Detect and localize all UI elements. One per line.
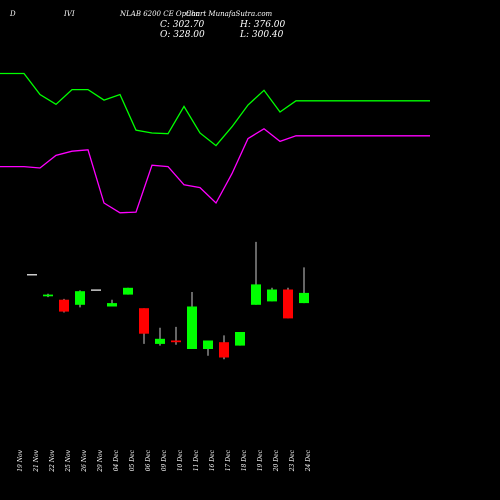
candle-body: [75, 291, 85, 305]
x-tick-label: 17 Dec: [225, 449, 232, 471]
x-tick-label: 05 Dec: [129, 449, 136, 471]
candle: [43, 293, 53, 298]
indicator-line-1: [0, 72, 430, 147]
x-tick-label: 26 Nov: [81, 449, 88, 472]
x-tick-label: 24 Dec: [305, 449, 312, 472]
header-high: H: 376.00: [239, 20, 286, 30]
x-tick-label: 21 Nov: [33, 449, 40, 472]
indicator-lines: [0, 72, 430, 214]
candle: [267, 287, 277, 302]
x-tick-label: 04 Dec: [113, 449, 120, 471]
candle-body: [59, 299, 69, 312]
candle: [75, 290, 85, 308]
candle-body: [299, 292, 309, 304]
candle: [91, 289, 101, 291]
candle-body: [267, 289, 277, 302]
x-tick-label: 25 Nov: [65, 449, 72, 472]
header-instrument: NLAB 6200 CE Option: [119, 10, 200, 18]
candle-body: [43, 294, 53, 297]
candle: [123, 287, 133, 295]
candle: [139, 308, 149, 344]
chart-header: D IVI NLAB 6200 CE Option Chart MunafaSu…: [9, 10, 286, 40]
x-tick-label: 19 Nov: [17, 449, 24, 471]
candle: [171, 326, 181, 345]
candle: [107, 299, 117, 307]
x-tick-label: 09 Dec: [161, 449, 168, 471]
header-site: Chart MunafaSutra.com: [186, 10, 273, 18]
indicator-line-2: [0, 128, 430, 214]
candle-body: [107, 303, 117, 307]
candle-body: [139, 308, 149, 334]
candle: [219, 335, 229, 360]
candle-body: [203, 340, 213, 349]
candle: [251, 241, 261, 305]
candle: [187, 292, 197, 349]
x-tick-label: 22 Nov: [49, 449, 56, 472]
header-low: L: 300.40: [239, 30, 284, 40]
candle: [203, 340, 213, 356]
candle: [27, 274, 37, 276]
candle-body: [155, 338, 165, 344]
header-left-b: IVI: [63, 10, 75, 18]
candle-body: [171, 340, 181, 343]
x-tick-label: 06 Dec: [145, 449, 152, 471]
x-tick-label: 29 Nov: [97, 449, 104, 472]
x-tick-label: 16 Dec: [209, 449, 216, 471]
x-tick-label: 23 Dec: [289, 449, 296, 472]
candle: [235, 332, 245, 346]
x-tick-label: 10 Dec: [177, 449, 184, 471]
x-tick-label: 11 Dec: [193, 449, 200, 471]
candle-body: [219, 342, 229, 358]
candle: [299, 267, 309, 304]
candle-body: [91, 289, 101, 291]
candle-body: [27, 274, 37, 276]
x-tick-label: 20 Dec: [273, 449, 280, 472]
header-close: C: 302.70: [160, 20, 205, 30]
candle-body: [123, 287, 133, 295]
x-axis-labels: 19 Nov 21 Nov 22 Nov 25 Nov 26 Nov 29 Nov 04 D…: [17, 449, 312, 472]
candle: [155, 327, 165, 346]
candles: [27, 241, 309, 360]
candle-body: [187, 306, 197, 349]
header-left-a: D: [9, 10, 16, 18]
candle: [283, 287, 293, 319]
x-tick-label: 18 Dec: [241, 449, 248, 471]
candle-body: [235, 332, 245, 346]
candle: [59, 298, 69, 313]
candle-body: [251, 284, 261, 305]
candle-body: [283, 289, 293, 319]
header-open: O: 328.00: [160, 30, 205, 40]
x-tick-label: 19 Dec: [257, 449, 264, 471]
